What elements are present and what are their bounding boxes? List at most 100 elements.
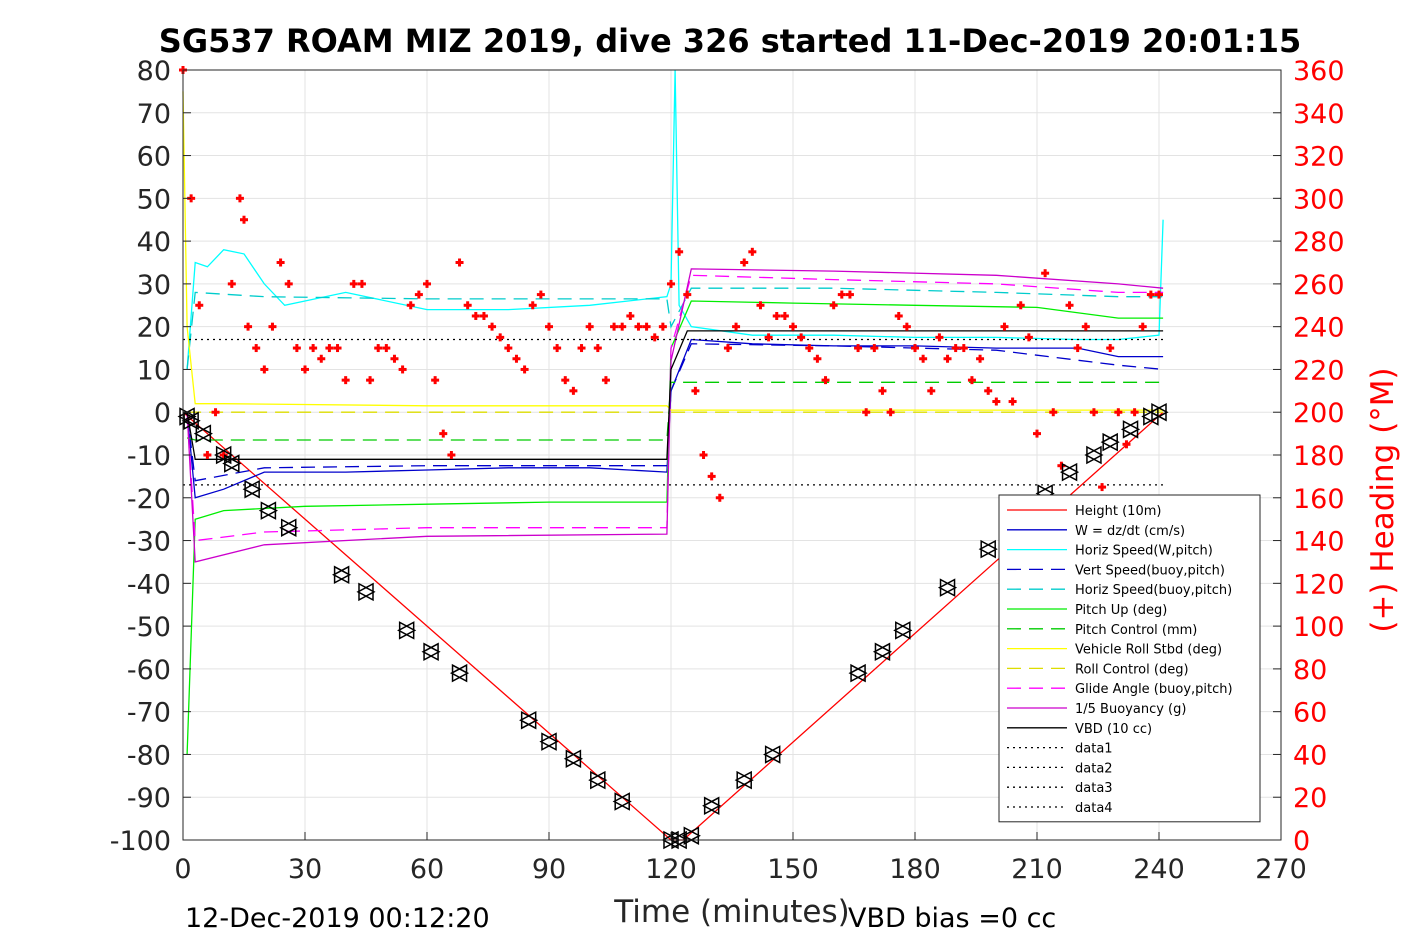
heading-point-25 — [374, 344, 383, 353]
legend-label-pitch_control: Pitch Control (mm) — [1075, 623, 1197, 638]
heading-point-117 — [1122, 440, 1131, 449]
heading-point-11 — [260, 365, 269, 374]
depth-marker-1 — [181, 411, 201, 431]
heading-point-119 — [1138, 322, 1147, 331]
heading-point-84 — [854, 344, 863, 353]
heading-point-94 — [935, 333, 944, 342]
x-tick-label-4: 120 — [645, 854, 697, 885]
y-tick-label-12: 20 — [137, 313, 171, 344]
heading-point-92 — [919, 354, 928, 363]
depth-marker-13 — [519, 710, 539, 730]
heading-point-87 — [878, 386, 887, 395]
heading-point-31 — [423, 279, 431, 288]
heading-point-62 — [675, 247, 684, 256]
y-tick-label-5: -50 — [127, 612, 171, 643]
heading-point-81 — [829, 301, 838, 310]
legend-label-data2: data2 — [1075, 761, 1113, 776]
heading-point-51 — [585, 322, 594, 331]
y-right-tick-label-16: 320 — [1293, 142, 1345, 173]
legend-label-data4: data4 — [1075, 801, 1113, 816]
heading-point-9 — [244, 322, 253, 331]
heading-point-90 — [902, 322, 911, 331]
heading-point-106 — [1033, 429, 1041, 438]
heading-point-34 — [447, 451, 456, 459]
heading-point-100 — [984, 386, 993, 395]
depth-marker-10 — [397, 621, 417, 640]
y-right-tick-label-8: 160 — [1293, 484, 1345, 515]
legend-label-horiz_speed_buoy: Horiz Speed(buoy,pitch) — [1075, 583, 1232, 598]
heading-point-49 — [569, 386, 578, 395]
heading-point-32 — [431, 376, 440, 385]
heading-point-96 — [951, 344, 960, 353]
y-right-tick-label-9: 180 — [1293, 441, 1345, 472]
depth-marker-4 — [222, 454, 242, 473]
heading-point-70 — [740, 258, 749, 267]
heading-point-114 — [1098, 483, 1107, 492]
y-right-tick-label-6: 120 — [1293, 569, 1345, 600]
heading-point-115 — [1106, 344, 1115, 353]
y-tick-label-10: 0 — [154, 398, 171, 429]
heading-point-120 — [1146, 290, 1155, 299]
y-right-tick-label-10: 200 — [1293, 398, 1345, 429]
heading-point-57 — [634, 322, 643, 331]
y-tick-label-3: -70 — [127, 698, 171, 729]
heading-point-4 — [211, 408, 220, 417]
series-horiz_speed-line — [186, 69, 1164, 370]
heading-point-89 — [894, 311, 903, 320]
y-right-tick-label-4: 80 — [1293, 655, 1327, 686]
heading-point-24 — [366, 376, 375, 385]
x-tick-label-1: 30 — [288, 854, 322, 885]
heading-point-58 — [642, 322, 651, 331]
heading-point-48 — [561, 376, 570, 385]
depth-marker-33 — [1120, 420, 1141, 439]
heading-point-29 — [406, 301, 415, 310]
y-tick-label-7: -30 — [127, 527, 171, 558]
y-right-tick-label-17: 340 — [1293, 99, 1345, 130]
heading-point-91 — [911, 344, 919, 353]
heading-point-47 — [553, 344, 562, 353]
heading-point-53 — [601, 376, 610, 385]
heading-point-107 — [1041, 269, 1050, 278]
heading-point-26 — [382, 344, 391, 353]
heading-point-97 — [959, 344, 968, 353]
heading-point-33 — [439, 429, 448, 438]
heading-point-105 — [1024, 333, 1033, 342]
heading-point-5 — [219, 451, 228, 459]
depth-marker-14 — [539, 732, 559, 751]
heading-point-21 — [341, 376, 350, 385]
heading-point-3 — [203, 451, 212, 459]
legend-label-pitch_up: Pitch Up (deg) — [1075, 603, 1167, 618]
heading-point-66 — [707, 472, 716, 481]
series-roll-line — [182, 91, 1164, 411]
heading-point-64 — [691, 386, 700, 395]
y-right-tick-label-11: 220 — [1293, 355, 1345, 386]
x-axis-label: Time (minutes) — [613, 894, 849, 930]
depth-marker-23 — [763, 745, 783, 764]
depth-marker-15 — [563, 749, 583, 768]
depth-marker-9 — [356, 582, 376, 602]
heading-point-86 — [870, 344, 879, 353]
heading-point-103 — [1008, 397, 1017, 406]
heading-point-43 — [520, 365, 529, 374]
depth-marker-25 — [872, 642, 893, 662]
depth-marker-17 — [612, 792, 632, 811]
depth-marker-16 — [588, 770, 608, 790]
heading-point-68 — [723, 344, 732, 353]
y-tick-label-0: -100 — [110, 826, 171, 857]
heading-point-113 — [1089, 408, 1098, 417]
x-tick-label-0: 0 — [174, 854, 191, 885]
heading-point-8 — [240, 215, 248, 224]
heading-point-54 — [610, 322, 619, 331]
heading-point-37 — [471, 311, 480, 320]
depth-marker-2 — [193, 424, 213, 443]
heading-point-83 — [845, 290, 854, 299]
heading-point-19 — [325, 344, 334, 353]
y-tick-label-6: -40 — [127, 569, 171, 600]
depth-marker-7 — [279, 518, 299, 537]
y-tick-label-9: -10 — [127, 441, 171, 472]
x-tick-label-7: 210 — [1011, 854, 1063, 885]
depth-marker-21 — [702, 796, 722, 816]
y-right-tick-label-0: 0 — [1293, 826, 1310, 857]
heading-point-71 — [748, 247, 757, 256]
